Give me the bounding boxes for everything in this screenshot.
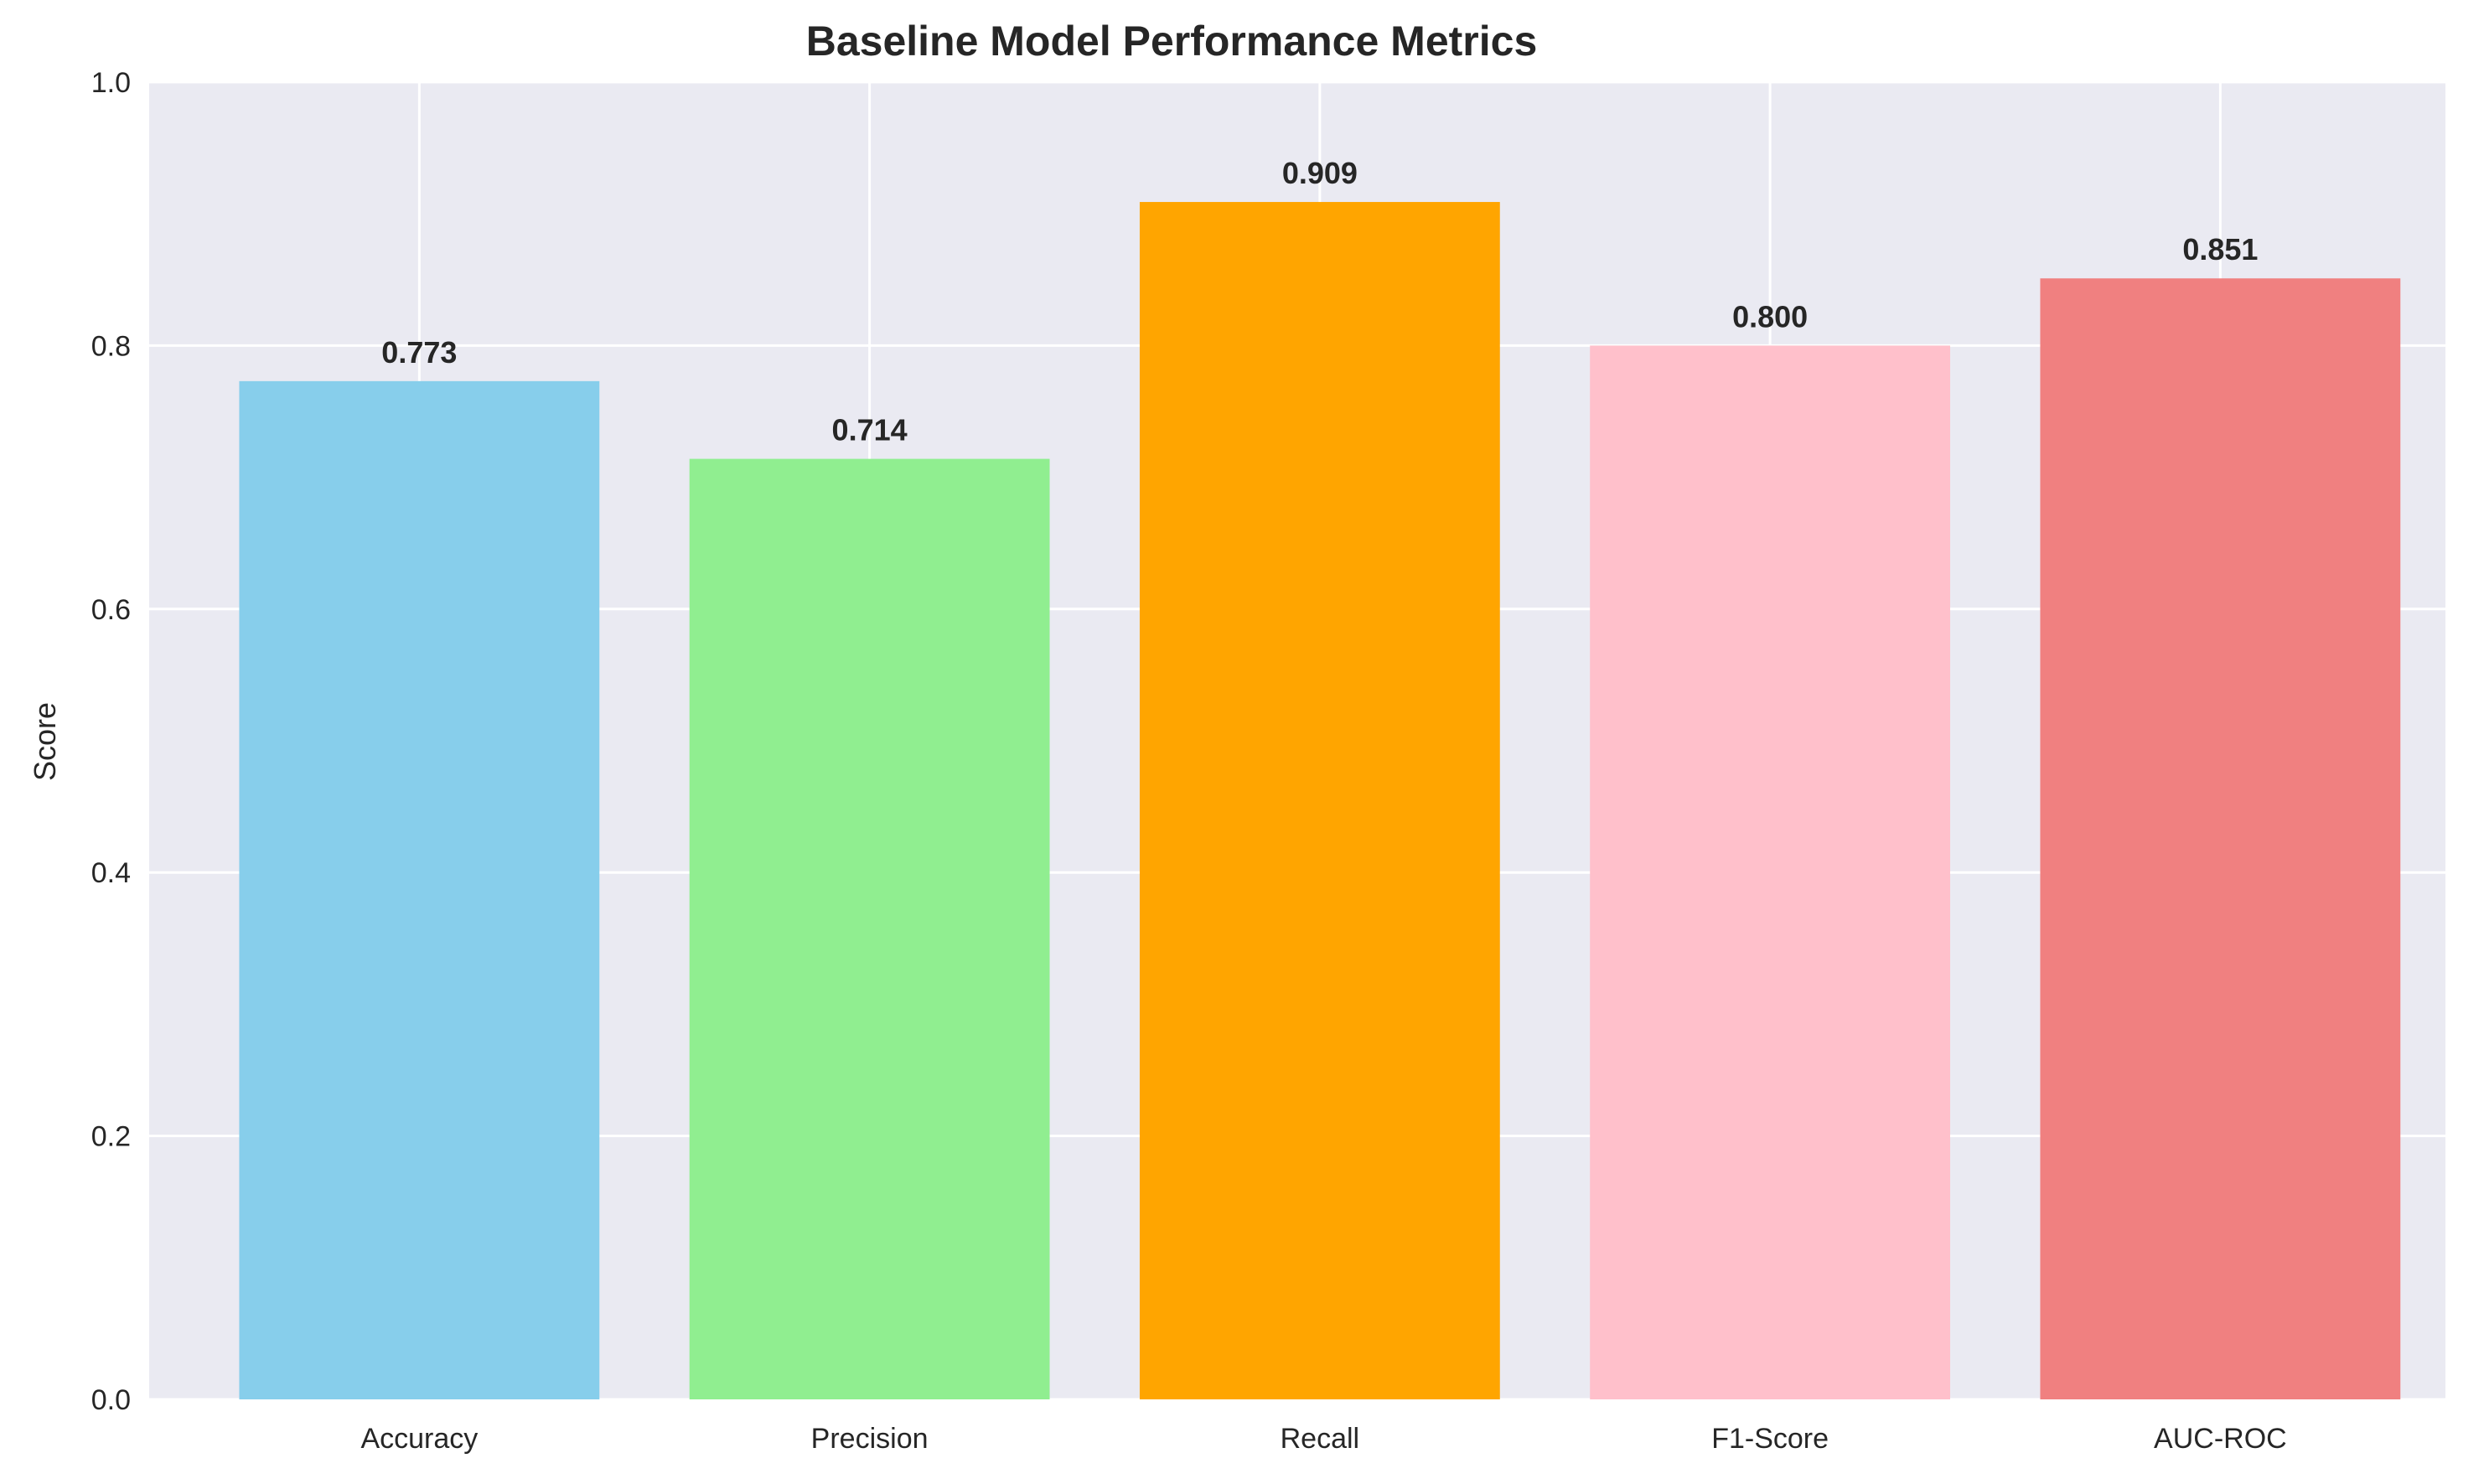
- bar-value-label: 0.773: [381, 335, 457, 370]
- bar-precision: [689, 458, 1050, 1399]
- bar-auc-roc: [2040, 278, 2401, 1399]
- bar-value-label: 0.800: [1732, 299, 1808, 334]
- bar-value-label: 0.851: [2182, 232, 2258, 266]
- bars: [239, 202, 2401, 1399]
- x-tick-labels: Accuracy Precision Recall F1-Score AUC-ROC: [360, 1423, 2286, 1455]
- y-tick-label: 0.4: [91, 857, 131, 889]
- y-tick-labels: 0.0 0.2 0.4 0.6 0.8 1.0: [91, 67, 131, 1416]
- x-tick-label: Accuracy: [360, 1423, 478, 1455]
- x-tick-label: F1-Score: [1711, 1423, 1829, 1455]
- y-tick-label: 0.6: [91, 594, 131, 626]
- x-tick-label: Precision: [811, 1423, 929, 1455]
- y-tick-label: 0.8: [91, 330, 131, 362]
- bar-accuracy: [239, 380, 600, 1399]
- bar-value-label: 0.909: [1282, 156, 1358, 190]
- chart-title: Baseline Model Performance Metrics: [806, 18, 1538, 65]
- y-tick-label: 0.2: [91, 1121, 131, 1153]
- bar-recall: [1139, 202, 1500, 1399]
- value-labels: 0.773 0.714 0.909 0.800 0.851: [381, 156, 2258, 447]
- bar-f1-score: [1590, 345, 1951, 1399]
- y-tick-label: 0.0: [91, 1384, 131, 1416]
- y-axis-label: Score: [28, 702, 62, 781]
- bar-value-label: 0.714: [832, 413, 908, 447]
- y-tick-label: 1.0: [91, 67, 131, 99]
- x-tick-label: Recall: [1281, 1423, 1359, 1455]
- x-tick-label: AUC-ROC: [2154, 1423, 2287, 1455]
